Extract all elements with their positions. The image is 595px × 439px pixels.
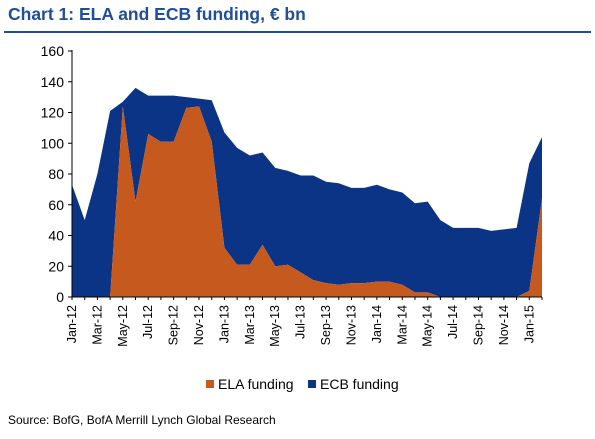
x-tick-label: Jul-13 [294,305,308,339]
y-tick-label: 80 [48,166,64,182]
chart-areas [72,87,542,298]
legend-swatch-ecb [308,380,316,388]
x-tick-label: May-12 [116,305,130,347]
chart-axes: 0 20 40 60 80 100 120 140 160 Jan-12 Mar-12 May-12 J… [41,43,543,347]
y-tick-label: 20 [48,258,64,274]
y-tick-label: 160 [41,43,65,59]
x-tick-label: Jan-14 [370,305,384,343]
x-tick-label: May-13 [268,305,282,347]
chart-legend: ELA funding ECB funding [206,376,399,392]
x-tick-label: Nov-14 [497,305,511,345]
x-tick-label: Mar-13 [243,305,257,345]
x-tick-label: Sep-12 [167,305,181,345]
series-area-ecb-funding [72,87,542,298]
y-tick-label: 120 [41,105,65,121]
series-area-ela-funding [72,106,542,297]
legend-label-ela: ELA funding [218,376,294,392]
x-tick-label: Sep-13 [319,305,333,345]
x-tick-label: Mar-12 [90,305,104,345]
x-tick-label: May-14 [421,305,435,347]
x-tick-label: Sep-14 [471,305,485,345]
x-tick-label: Jan-15 [522,305,536,343]
y-tick-label: 60 [48,197,64,213]
area-chart: 0 20 40 60 80 100 120 140 160 Jan-12 Mar-12 May-12 J… [41,43,543,392]
x-tick-label: Mar-14 [395,305,409,345]
chart-title: Chart 1: ELA and ECB funding, € bn [8,4,306,24]
x-tick-label: Jul-12 [141,305,155,339]
legend-swatch-ela [206,380,214,388]
x-tick-label: Jan-12 [65,305,79,343]
legend-label-ecb: ECB funding [320,376,399,392]
y-tick-label: 0 [56,289,64,305]
y-tick-label: 40 [48,228,64,244]
source-note: Source: BofG, BofA Merrill Lynch Global … [8,413,276,427]
y-tick-label: 140 [41,74,65,90]
title-underline [4,31,591,33]
x-tick-label: Jan-13 [217,305,231,343]
y-tick-label: 100 [41,135,65,151]
x-tick-label: Jul-14 [446,305,460,339]
x-tick-label: Nov-12 [192,305,206,345]
x-tick-label: Nov-13 [344,305,358,345]
